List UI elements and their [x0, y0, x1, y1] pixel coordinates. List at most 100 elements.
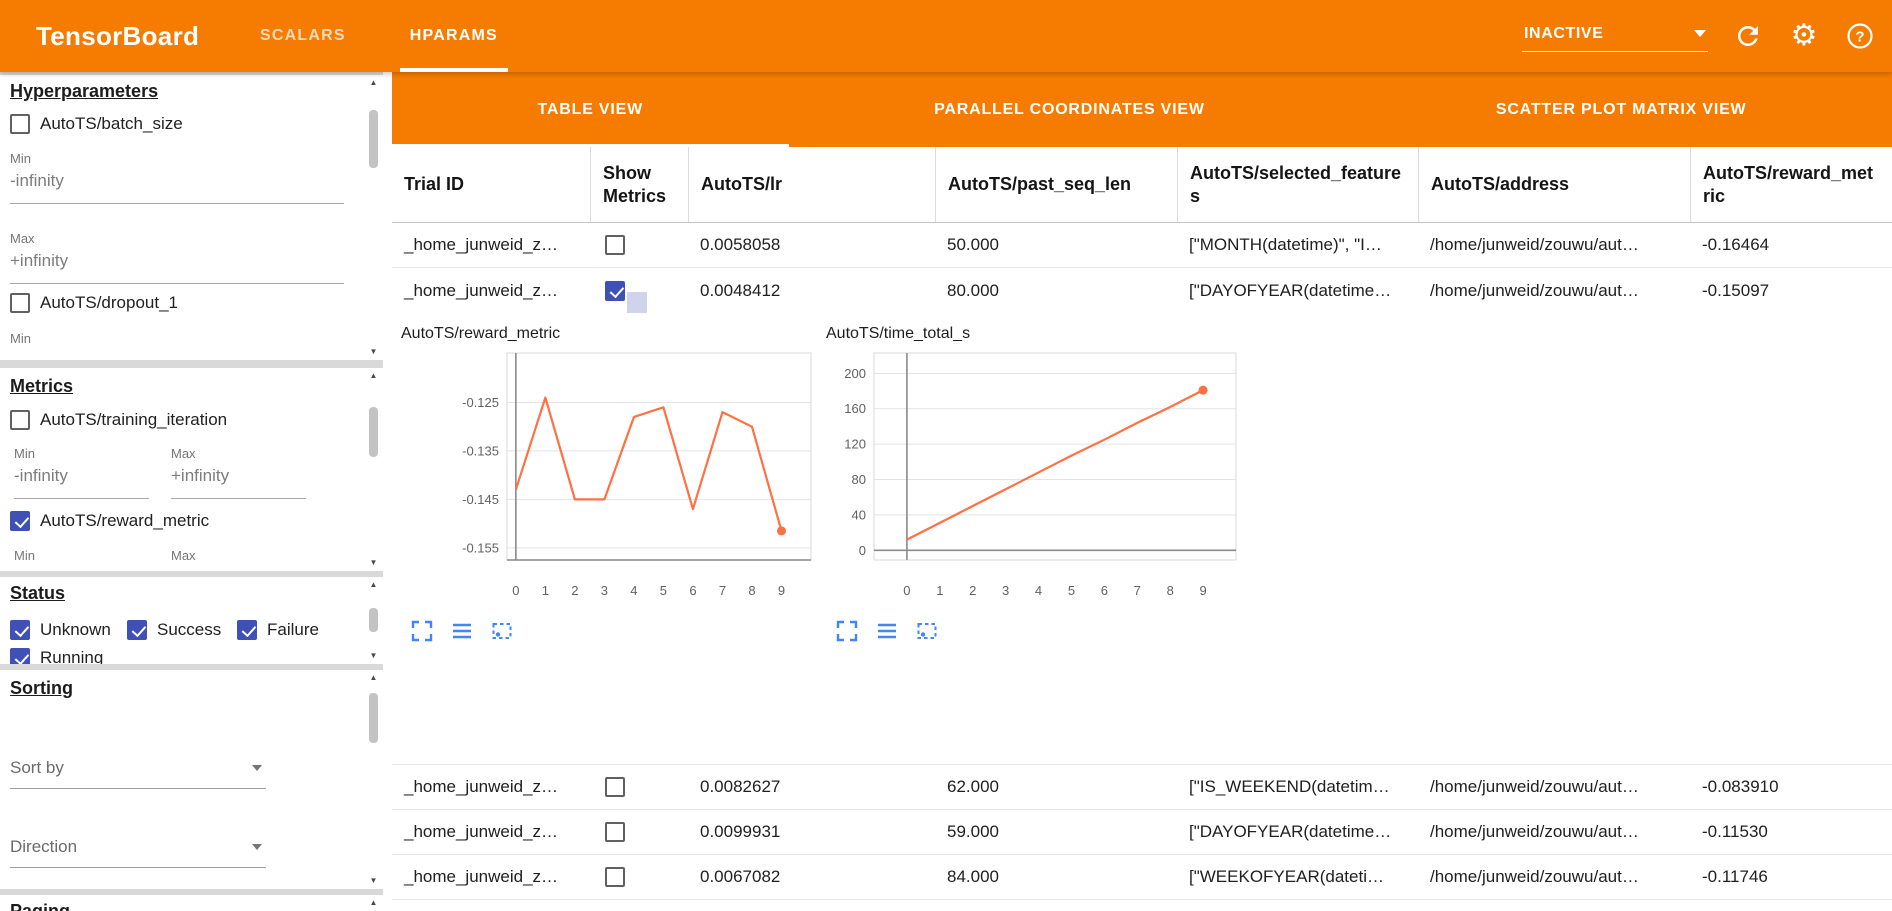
- scroll-up-icon[interactable]: ▲: [369, 78, 378, 87]
- table-row: _home_junweid_z… 0.0058058 50.000 ["MONT…: [392, 223, 1892, 268]
- metric-training-iteration-checkbox[interactable]: [10, 410, 30, 430]
- svg-text:0: 0: [903, 583, 910, 598]
- sort-by-select[interactable]: Sort by: [10, 752, 266, 789]
- panel-scrollbar[interactable]: ▲ ▼: [367, 673, 380, 886]
- status-success-checkbox[interactable]: [127, 620, 147, 640]
- reward-metric-chart-block: AutoTS/reward_metric -0.125 -0.135 -0.145-…: [401, 325, 831, 643]
- scrollbar-thumb[interactable]: [369, 110, 378, 168]
- reward-max-field[interactable]: Max: [171, 548, 306, 563]
- scroll-down-icon[interactable]: ▼: [369, 558, 378, 567]
- svg-text:9: 9: [778, 583, 785, 598]
- scrollbar-thumb[interactable]: [369, 407, 378, 457]
- panel-scrollbar[interactable]: ▲: [367, 898, 380, 911]
- selection-box-icon[interactable]: [915, 619, 939, 643]
- cell-show-metrics: [590, 822, 688, 842]
- status-failure-checkbox[interactable]: [237, 620, 257, 640]
- svg-text:4: 4: [630, 583, 637, 598]
- cell-reward-metric: -0.11530: [1702, 822, 1768, 841]
- min-label: Min: [10, 331, 31, 346]
- table-row: _home_junweid_z… 0.0067082 84.000 ["WEEK…: [392, 855, 1892, 900]
- max-value: +infinity: [10, 246, 344, 284]
- maximize-icon[interactable]: [410, 619, 434, 643]
- help-icon[interactable]: ?: [1844, 20, 1876, 52]
- cell-reward-metric: -0.083910: [1702, 777, 1779, 796]
- show-metrics-checkbox[interactable]: [605, 280, 625, 301]
- dropout-min-field[interactable]: Min: [10, 331, 344, 346]
- scroll-down-icon[interactable]: ▼: [369, 876, 378, 885]
- cell-trial-id: _home_junweid_z…: [404, 280, 559, 300]
- hparam-dropout-checkbox[interactable]: [10, 293, 30, 313]
- scroll-up-icon[interactable]: ▲: [369, 371, 378, 380]
- settings-gear-icon[interactable]: ⚙: [1790, 18, 1818, 53]
- batch-size-max-field[interactable]: Max +infinity: [10, 231, 344, 284]
- cell-show-metrics: [590, 867, 688, 887]
- metric-reward-metric-checkbox[interactable]: [10, 511, 30, 531]
- cell-past-seq-len: 62.000: [947, 777, 999, 796]
- hparam-row-batch-size: AutoTS/batch_size: [10, 114, 183, 134]
- direction-select[interactable]: Direction: [10, 831, 266, 868]
- cell-reward-metric: -0.11746: [1702, 867, 1768, 886]
- svg-text:7: 7: [719, 583, 726, 598]
- status-unknown-checkbox[interactable]: [10, 620, 30, 640]
- refresh-icon[interactable]: [1732, 20, 1764, 52]
- svg-text:9: 9: [1199, 583, 1206, 598]
- cell-lr: 0.0067082: [700, 867, 781, 886]
- trials-table: Trial ID Show Metrics AutoTS/lr AutoTS/p…: [392, 147, 1892, 911]
- cell-selected-features: ["DAYOFYEAR(datetime…: [1189, 822, 1392, 841]
- scroll-down-icon[interactable]: ▼: [369, 651, 378, 660]
- sort-by-value: Sort by: [10, 758, 64, 777]
- scroll-up-icon[interactable]: ▲: [369, 580, 378, 589]
- col-lr: AutoTS/lr: [688, 147, 935, 222]
- svg-text:80: 80: [852, 472, 866, 487]
- cell-address: /home/junweid/zouwu/aut…: [1430, 867, 1639, 886]
- svg-text:2: 2: [969, 583, 976, 598]
- run-status-selector[interactable]: INACTIVE: [1522, 21, 1708, 52]
- view-tab-scatter-matrix[interactable]: SCATTER PLOT MATRIX VIEW: [1495, 100, 1747, 118]
- min-value: -infinity: [14, 461, 149, 499]
- tab-scalars[interactable]: SCALARS: [260, 27, 346, 44]
- svg-text:5: 5: [660, 583, 667, 598]
- axes-lines-icon[interactable]: [450, 619, 474, 643]
- view-tab-parallel-coordinates[interactable]: PARALLEL COORDINATES VIEW: [934, 100, 1205, 118]
- maximize-icon[interactable]: [835, 619, 859, 643]
- selection-box-icon[interactable]: [490, 619, 514, 643]
- time-total-chart-block: AutoTS/time_total_s 0 40 80 120 160 200 0 1 2 3 4 5…: [826, 325, 1266, 643]
- metric-min-field[interactable]: Min -infinity: [14, 446, 149, 499]
- status-unknown: Unknown: [10, 620, 111, 640]
- batch-size-min-field[interactable]: Min -infinity: [10, 151, 344, 204]
- cell-reward-metric: -0.15097: [1702, 280, 1770, 300]
- hparam-batch-size-checkbox[interactable]: [10, 114, 30, 134]
- cell-show-metrics: [590, 235, 688, 255]
- status-running-checkbox[interactable]: [10, 648, 30, 664]
- table-header-row: Trial ID Show Metrics AutoTS/lr AutoTS/p…: [392, 147, 1892, 223]
- cell-trial-id: _home_junweid_z…: [404, 867, 559, 886]
- show-metrics-checkbox[interactable]: [605, 235, 625, 255]
- direction-value: Direction: [10, 837, 78, 856]
- reward-min-field[interactable]: Min: [14, 548, 149, 563]
- axes-lines-icon[interactable]: [875, 619, 899, 643]
- status-unknown-label: Unknown: [40, 620, 111, 639]
- panel-scrollbar[interactable]: ▲ ▼: [367, 371, 380, 568]
- panel-scrollbar[interactable]: ▲ ▼: [367, 78, 380, 357]
- chevron-down-icon: [1694, 30, 1706, 37]
- svg-text:?: ?: [1855, 29, 1864, 46]
- tab-hparams[interactable]: HPARAMS: [399, 0, 508, 72]
- metric-max-field[interactable]: Max +infinity: [171, 446, 306, 499]
- scroll-down-icon[interactable]: ▼: [369, 347, 378, 356]
- view-tab-table[interactable]: TABLE VIEW: [392, 72, 789, 147]
- metric-training-iteration-label: AutoTS/training_iteration: [40, 410, 228, 429]
- reward-metric-line-chart: -0.125 -0.135 -0.145 -0.155 0 1 2 3 4 5 6 7 8 9: [462, 352, 812, 598]
- svg-text:6: 6: [1101, 583, 1108, 598]
- status-failure: Failure: [237, 620, 319, 640]
- scroll-up-icon[interactable]: ▲: [369, 673, 378, 682]
- show-metrics-checkbox[interactable]: [605, 822, 625, 842]
- scroll-up-icon[interactable]: ▲: [369, 898, 378, 907]
- cell-address: /home/junweid/zouwu/aut…: [1430, 235, 1639, 254]
- panel-scrollbar[interactable]: ▲ ▼: [367, 580, 380, 661]
- show-metrics-checkbox[interactable]: [605, 867, 625, 887]
- scrollbar-thumb[interactable]: [369, 608, 378, 632]
- metrics-panel: Metrics AutoTS/training_iteration Min -i…: [0, 368, 383, 571]
- scrollbar-thumb[interactable]: [369, 693, 378, 743]
- show-metrics-checkbox[interactable]: [605, 777, 625, 797]
- time-total-line-chart: 0 40 80 120 160 200 0 1 2 3 4 5 6 7 8 9: [844, 352, 1237, 598]
